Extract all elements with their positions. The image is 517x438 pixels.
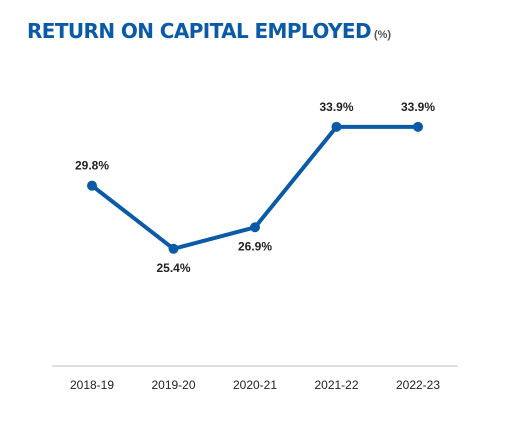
x-tick-label: 2019-20 xyxy=(151,378,195,392)
x-tick-label: 2018-19 xyxy=(70,378,114,392)
data-point xyxy=(87,180,97,191)
data-label: 26.9% xyxy=(238,239,272,253)
x-tick-label: 2021-22 xyxy=(314,378,358,392)
x-tick-label: 2022-23 xyxy=(396,378,440,392)
data-label: 25.4% xyxy=(156,261,190,275)
data-point xyxy=(331,121,342,132)
chart-title-block: RETURN ON CAPITAL EMPLOYED (%) xyxy=(27,19,391,43)
x-tick-label: 2020-21 xyxy=(233,378,277,392)
data-label: 33.9% xyxy=(401,100,435,114)
chart-title: RETURN ON CAPITAL EMPLOYED xyxy=(27,19,372,43)
data-label: 33.9% xyxy=(319,100,353,114)
chart-unit: (%) xyxy=(373,29,392,41)
data-point xyxy=(250,222,260,233)
data-point xyxy=(168,243,179,254)
data-label: 29.8% xyxy=(75,159,109,173)
data-point xyxy=(413,121,423,132)
